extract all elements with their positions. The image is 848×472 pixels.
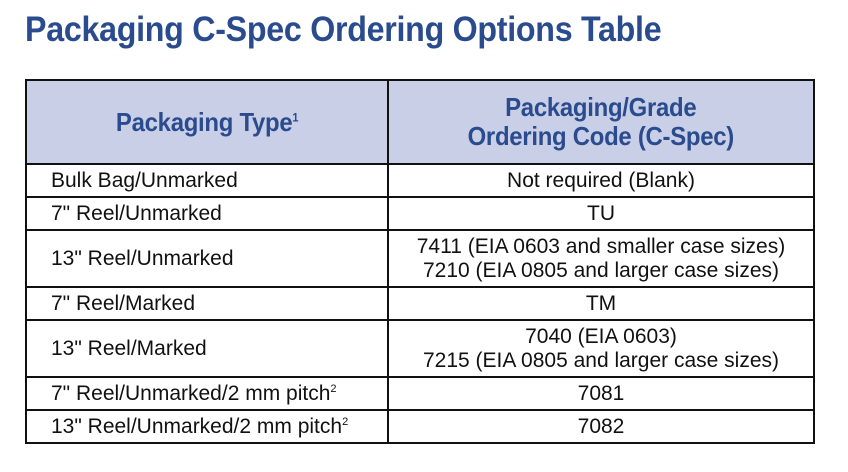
ordering-code-value: 7081: [577, 381, 625, 405]
ordering-code-value: 7411 (EIA 0603 and smaller case sizes): [416, 235, 786, 259]
ordering-code-cell: Not required (Blank): [387, 163, 815, 198]
packaging-type-label: 13" Reel/Unmarked: [51, 246, 234, 270]
table-row: 13" Reel/Unmarked/2 mm pitch2 7082: [25, 409, 815, 444]
ordering-code-value: 7082: [577, 414, 625, 438]
packaging-type-cell: 13" Reel/Unmarked: [25, 229, 389, 288]
packaging-options-table: Packaging Type1 Packaging/Grade Ordering…: [25, 79, 815, 444]
header-ordering-code: Packaging/Grade Ordering Code (C-Spec): [387, 79, 815, 165]
ordering-code-value: TM: [585, 291, 617, 315]
packaging-type-cell: 13" Reel/Marked: [25, 319, 389, 378]
packaging-type-label: 7" Reel/Unmarked/2 mm pitch: [51, 381, 331, 405]
packaging-type-label: 13" Reel/Marked: [51, 336, 207, 360]
packaging-type-cell: Bulk Bag/Unmarked: [25, 163, 389, 198]
ordering-code-cell: 7082: [387, 409, 815, 444]
header-ordering-code-line1: Packaging/Grade: [505, 92, 697, 123]
footnote-marker: 1: [292, 110, 299, 125]
table-row: 7" Reel/Unmarked TU: [25, 196, 815, 231]
ordering-code-cell: 7040 (EIA 0603) 7215 (EIA 0805 and larger…: [387, 319, 815, 378]
table-row: 7" Reel/Marked TM: [25, 286, 815, 321]
header-ordering-code-line2: Ordering Code (C-Spec): [467, 121, 735, 151]
ordering-code-cell: 7081: [387, 376, 815, 411]
packaging-type-label: 13" Reel/Unmarked/2 mm pitch: [51, 414, 343, 438]
packaging-type-cell: 7" Reel/Unmarked: [25, 196, 389, 231]
packaging-type-label: 7" Reel/Unmarked: [51, 201, 222, 225]
ordering-code-value: 7040 (EIA 0603): [525, 325, 677, 349]
ordering-code-cell: TU: [387, 196, 815, 231]
footnote-marker: 2: [342, 415, 349, 428]
packaging-type-label: Bulk Bag/Unmarked: [51, 168, 238, 192]
ordering-code-cell: 7411 (EIA 0603 and smaller case sizes) 72…: [387, 229, 815, 288]
table-row: Bulk Bag/Unmarked Not required (Blank): [25, 163, 815, 198]
packaging-type-label: 7" Reel/Marked: [51, 291, 196, 315]
table-header-row: Packaging Type1 Packaging/Grade Ordering…: [25, 79, 815, 165]
page-title: Packaging C-Spec Ordering Options Table: [25, 10, 662, 49]
ordering-code-value: 7210 (EIA 0805 and larger case sizes): [422, 258, 780, 282]
packaging-type-cell: 7" Reel/Marked: [25, 286, 389, 321]
table-row: 7" Reel/Unmarked/2 mm pitch2 7081: [25, 376, 815, 411]
table-row: 13" Reel/Marked 7040 (EIA 0603) 7215 (EIA …: [25, 319, 815, 378]
ordering-code-value: TU: [587, 201, 615, 225]
header-packaging-type: Packaging Type1: [25, 79, 389, 165]
ordering-code-value: 7215 (EIA 0805 and larger case sizes): [422, 348, 780, 372]
table-row: 13" Reel/Unmarked 7411 (EIA 0603 and smal…: [25, 229, 815, 288]
ordering-code-value: Not required (Blank): [507, 168, 695, 192]
footnote-marker: 2: [330, 382, 337, 395]
header-packaging-type-label: Packaging Type: [115, 106, 293, 137]
ordering-code-cell: TM: [387, 286, 815, 321]
packaging-type-cell: 7" Reel/Unmarked/2 mm pitch2: [25, 376, 389, 411]
packaging-type-cell: 13" Reel/Unmarked/2 mm pitch2: [25, 409, 389, 444]
